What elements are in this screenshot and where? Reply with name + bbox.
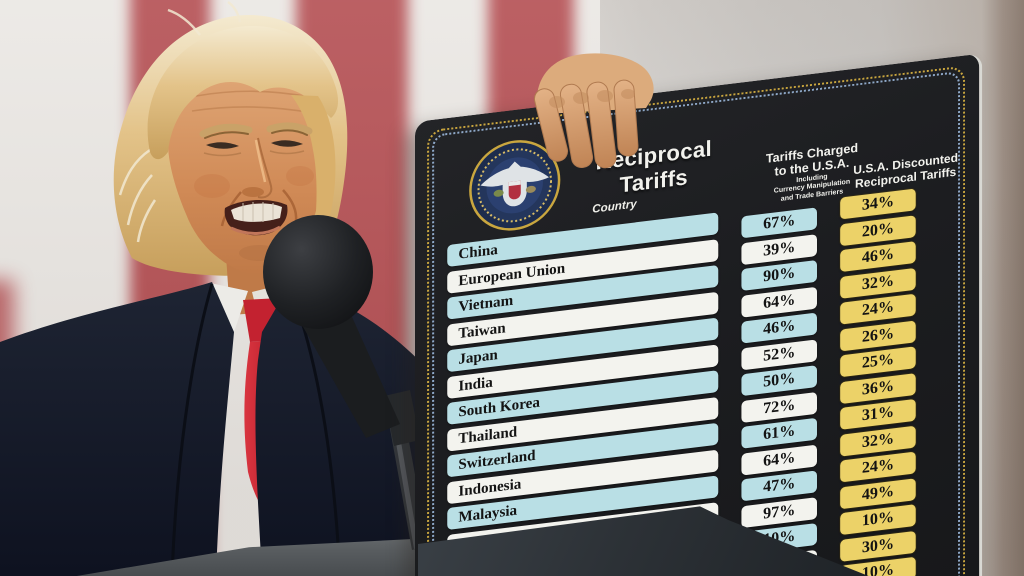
cheek-shading — [194, 174, 230, 198]
nose — [242, 137, 273, 199]
knuckle-shading — [549, 89, 635, 108]
mic-body — [298, 308, 400, 438]
presidential-seal-icon — [469, 140, 561, 231]
mic-rod-highlight — [392, 418, 419, 549]
hair-wisps — [118, 0, 242, 243]
hand-holding-board — [533, 53, 654, 169]
mic-head — [263, 215, 373, 329]
forehead-wrinkles — [191, 90, 314, 114]
face — [167, 64, 326, 274]
hair-front — [147, 26, 339, 160]
eyebrows — [199, 122, 313, 139]
eyes — [203, 140, 305, 157]
cheek-shading — [286, 166, 314, 186]
fingers — [533, 79, 639, 169]
mouth — [224, 199, 288, 236]
mic-clamp — [384, 390, 420, 446]
microphone — [263, 215, 428, 550]
tariff-board: Reciprocal Tariffs Country Tariffs Charg… — [415, 53, 983, 576]
